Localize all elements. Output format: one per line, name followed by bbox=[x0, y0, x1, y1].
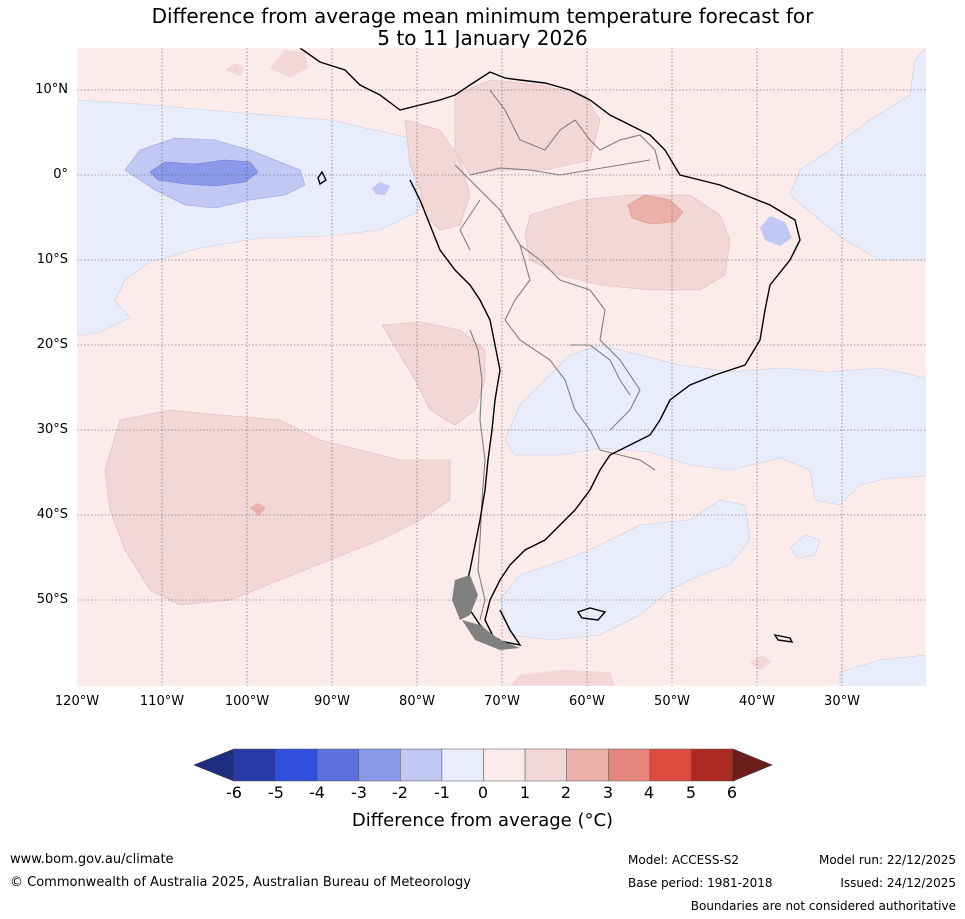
chile-archipelago bbox=[452, 575, 520, 650]
lat-label-30s: 30°S bbox=[36, 422, 68, 437]
colorbar-segment bbox=[400, 748, 443, 782]
colorbar-tick: 6 bbox=[726, 783, 738, 802]
anomaly-region-minus1-south-atlantic bbox=[504, 344, 926, 506]
lat-label-40s: 40°S bbox=[36, 507, 68, 522]
lat-label-0: 0° bbox=[53, 167, 68, 182]
lat-label-20s: 20°S bbox=[36, 337, 68, 352]
disclaimer-text: Boundaries are not considered authoritat… bbox=[690, 899, 956, 913]
colorbar-segment bbox=[691, 748, 734, 782]
colorbar-segment bbox=[483, 748, 526, 782]
anomaly-region-plus1-peru-offshore bbox=[381, 321, 486, 426]
anomaly-region-minus1-small-blob bbox=[789, 534, 821, 559]
model-run-text: Model run: 22/12/2025 bbox=[818, 853, 956, 867]
anomaly-region-minus3-pacific bbox=[149, 159, 259, 187]
anomaly-region-minus1-south-pacific-corner bbox=[839, 654, 926, 686]
colorbar-label: Difference from average (°C) bbox=[351, 810, 614, 831]
colorbar-segment bbox=[566, 748, 609, 782]
colorbar-tick: -6 bbox=[226, 783, 242, 802]
lat-label-10n: 10°N bbox=[35, 82, 68, 97]
colorbar-segment bbox=[358, 748, 401, 782]
anomaly-region-plus1-south-edge bbox=[510, 670, 615, 686]
anomaly-region-minus2-small-pacific bbox=[372, 182, 390, 195]
map-frame bbox=[76, 47, 927, 687]
colorbar-segment bbox=[524, 748, 567, 782]
map-gridlines bbox=[77, 48, 926, 686]
colorbar-segment bbox=[316, 748, 359, 782]
anomaly-region-plus1-north-sa bbox=[454, 79, 601, 176]
colorbar-segment bbox=[233, 748, 276, 782]
colorbar-tick: -3 bbox=[351, 783, 367, 802]
anomaly-region-plus2-pacific-small bbox=[250, 503, 266, 516]
website-link[interactable]: www.bom.gov.au/climate bbox=[10, 852, 174, 867]
anomaly-region-plus1-south-pacific bbox=[104, 409, 451, 606]
anomaly-region-minus1-southwest-atlantic bbox=[499, 499, 751, 641]
copyright-text: © Commonwealth of Australia 2025, Austra… bbox=[10, 875, 471, 890]
base-period-text: Base period: 1981-2018 bbox=[628, 876, 773, 890]
anomaly-region-plus1-south-small bbox=[750, 655, 772, 670]
colorbar-segment bbox=[608, 748, 651, 782]
colorbar-tick: 2 bbox=[560, 783, 572, 802]
anomaly-region-plus1-north-small-1 bbox=[270, 50, 308, 78]
lon-label-80w: 80°W bbox=[399, 694, 435, 709]
lat-label-10s: 10°S bbox=[36, 252, 68, 267]
colorbar-segment bbox=[649, 748, 692, 782]
issued-text: Issued: 24/12/2025 bbox=[840, 876, 956, 890]
colorbar-tick: 1 bbox=[519, 783, 531, 802]
colorbar bbox=[193, 748, 773, 782]
colorbar-tick: 4 bbox=[643, 783, 655, 802]
lon-label-50w: 50°W bbox=[654, 694, 690, 709]
colorbar-tick: 0 bbox=[477, 783, 489, 802]
colorbar-arrow-high bbox=[732, 748, 773, 782]
lon-label-120w: 120°W bbox=[54, 694, 100, 709]
lon-label-40w: 40°W bbox=[739, 694, 775, 709]
chart-title-line1: Difference from average mean minimum tem… bbox=[151, 4, 814, 28]
colorbar-segment bbox=[275, 748, 318, 782]
colorbar-segment bbox=[441, 748, 484, 782]
lon-label-60w: 60°W bbox=[569, 694, 605, 709]
colorbar-arrow-low bbox=[193, 748, 235, 782]
colorbar-tick: 3 bbox=[602, 783, 614, 802]
chart-title-line2: 5 to 11 January 2026 bbox=[377, 26, 588, 50]
country-borders bbox=[454, 89, 661, 621]
colorbar-tick: 5 bbox=[685, 783, 697, 802]
lon-label-90w: 90°W bbox=[314, 694, 350, 709]
lon-label-100w: 100°W bbox=[224, 694, 270, 709]
lon-label-70w: 70°W bbox=[484, 694, 520, 709]
colorbar-tick: -1 bbox=[434, 783, 450, 802]
anomaly-region-plus1-north-small-2 bbox=[225, 63, 245, 76]
model-text: Model: ACCESS-S2 bbox=[628, 853, 740, 867]
lat-label-50s: 50°S bbox=[36, 592, 68, 607]
anomaly-region-minus2-atlantic bbox=[760, 216, 792, 246]
colorbar-tick: -4 bbox=[309, 783, 325, 802]
anomaly-region-minus1-atlantic-equatorial bbox=[789, 48, 926, 261]
lon-label-30w: 30°W bbox=[824, 694, 860, 709]
anomaly-region-plus1-amazon bbox=[524, 194, 731, 291]
colorbar-tick: -2 bbox=[392, 783, 408, 802]
anomaly-region-plus2-brazil bbox=[627, 194, 684, 225]
lon-label-110w: 110°W bbox=[139, 694, 185, 709]
colorbar-tick: -5 bbox=[268, 783, 284, 802]
